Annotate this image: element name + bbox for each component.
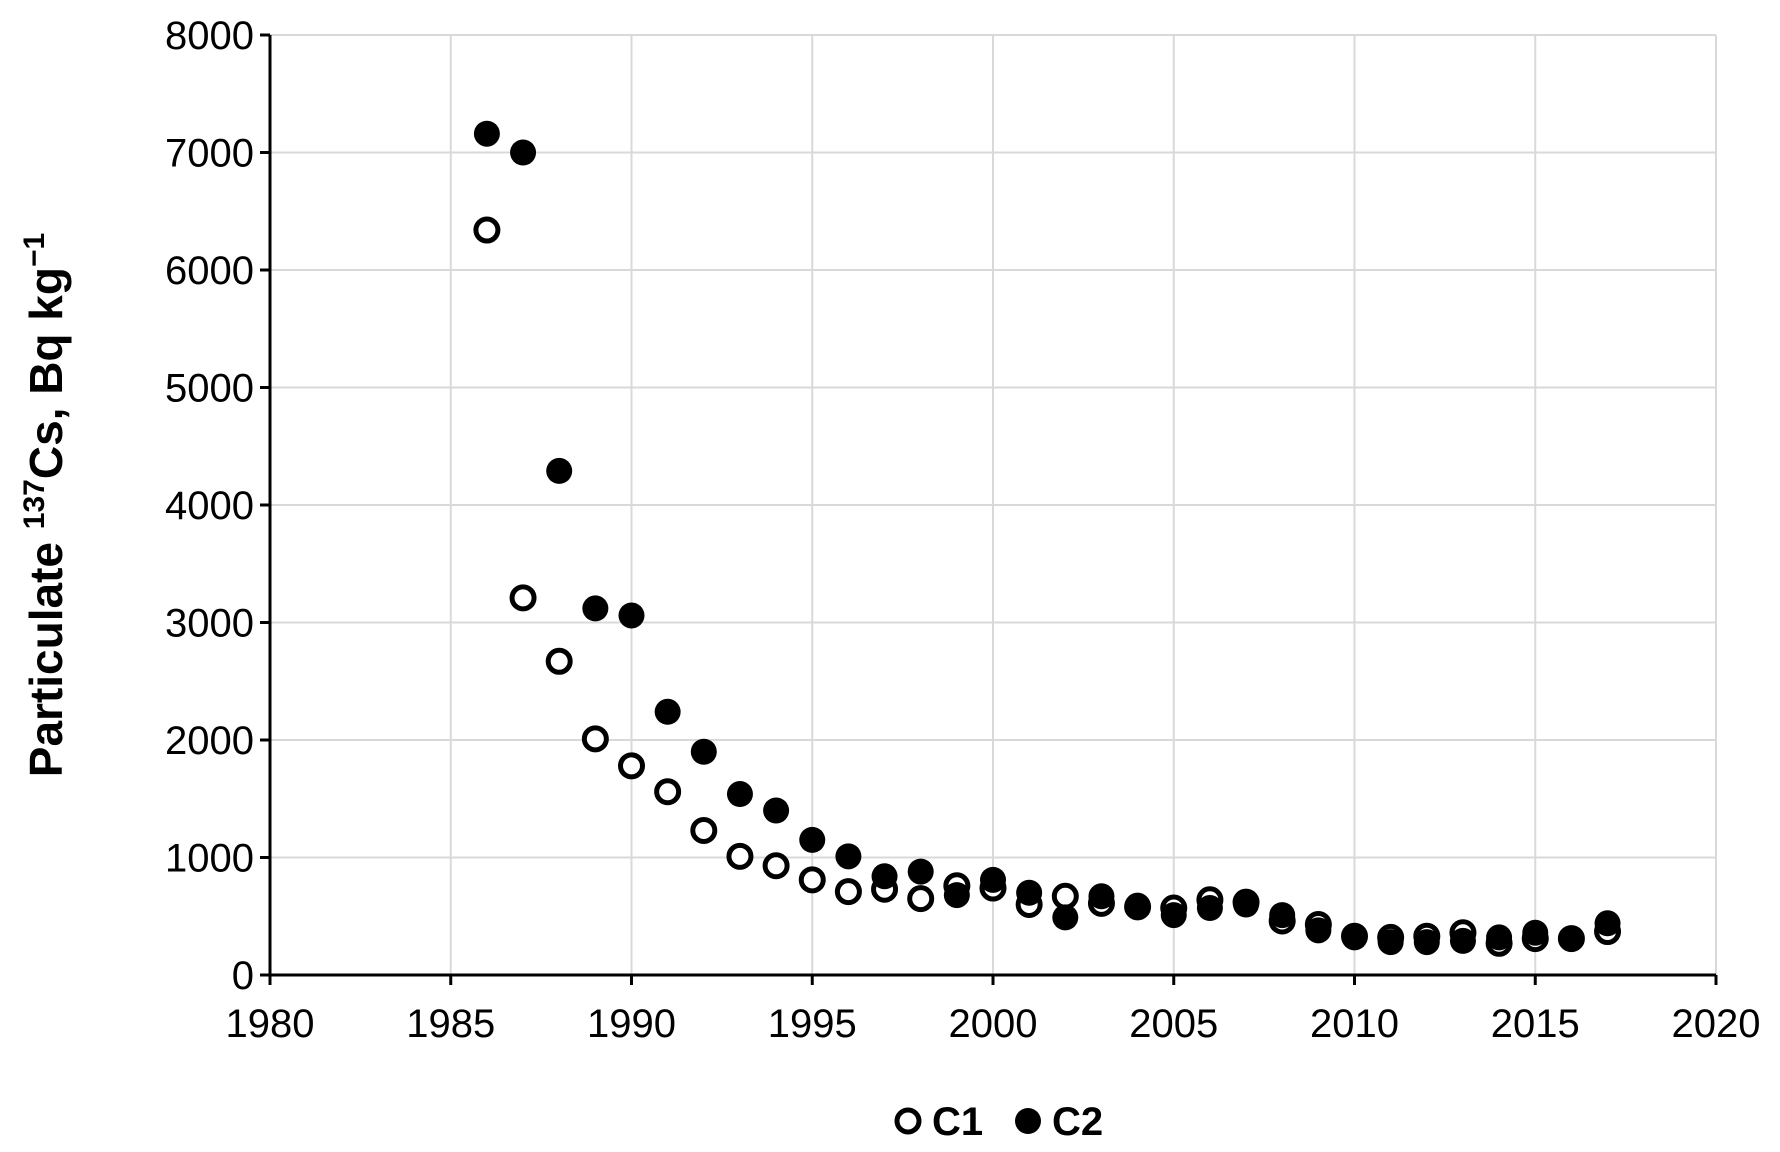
point-c1 bbox=[762, 852, 790, 880]
point-c2 bbox=[799, 826, 826, 853]
point-c1 bbox=[690, 816, 718, 844]
x-tick-label: 2005 bbox=[1129, 1002, 1218, 1046]
point-c2 bbox=[1522, 919, 1549, 946]
point-c2 bbox=[1558, 925, 1585, 952]
gridlines bbox=[270, 34, 1717, 975]
point-c1 bbox=[798, 866, 826, 894]
y-tick-label: 7000 bbox=[165, 132, 254, 176]
legend-c2-label: C2 bbox=[1052, 1100, 1103, 1144]
y-axis-label-main: Cs, Bq kg bbox=[20, 267, 72, 479]
point-c2 bbox=[1377, 929, 1404, 956]
x-tick-labels: 1980 1985 1990 1995 2000 2005 2010 2015 2020 bbox=[226, 975, 1761, 1046]
y-tick-label: 5000 bbox=[165, 367, 254, 411]
legend-c2-marker bbox=[1015, 1108, 1041, 1134]
x-tick-label: 1990 bbox=[587, 1002, 676, 1046]
point-c2 bbox=[1233, 891, 1260, 918]
point-c2 bbox=[1594, 910, 1621, 937]
point-c1 bbox=[545, 647, 573, 675]
y-tick-label: 0 bbox=[232, 954, 254, 998]
y-axis-label-superscript-end: −1 bbox=[18, 233, 51, 267]
point-c2 bbox=[1449, 927, 1476, 954]
point-c1 bbox=[726, 842, 754, 870]
data-points bbox=[473, 120, 1622, 957]
point-c2 bbox=[1341, 924, 1368, 951]
point-c2 bbox=[654, 698, 681, 725]
point-c2 bbox=[510, 139, 537, 166]
y-tick-label: 6000 bbox=[165, 249, 254, 293]
x-tick-label: 1985 bbox=[406, 1002, 495, 1046]
point-c2 bbox=[1160, 902, 1187, 929]
point-c1 bbox=[654, 778, 682, 806]
point-c2 bbox=[618, 602, 645, 629]
point-c2 bbox=[763, 797, 790, 824]
point-c2 bbox=[1124, 892, 1151, 919]
point-c1 bbox=[1051, 882, 1079, 910]
x-tick-label: 2015 bbox=[1491, 1002, 1580, 1046]
point-c2 bbox=[1305, 917, 1332, 944]
y-tick-label: 1000 bbox=[165, 837, 254, 881]
point-c2 bbox=[943, 882, 970, 909]
point-c2 bbox=[1486, 924, 1513, 951]
point-c1 bbox=[581, 725, 609, 753]
point-c1 bbox=[509, 584, 537, 612]
point-c2 bbox=[1269, 902, 1296, 929]
point-c2 bbox=[546, 457, 573, 484]
legend-c1-label: C1 bbox=[932, 1100, 983, 1144]
y-tick-label: 8000 bbox=[165, 14, 254, 58]
point-c2 bbox=[1016, 879, 1043, 906]
y-tick-label: 2000 bbox=[165, 719, 254, 763]
point-c2 bbox=[1052, 904, 1079, 931]
point-c1 bbox=[473, 216, 501, 244]
point-c2 bbox=[1413, 929, 1440, 956]
point-c2 bbox=[1196, 895, 1223, 922]
x-tick-label: 2020 bbox=[1672, 1002, 1761, 1046]
point-c1 bbox=[907, 885, 935, 913]
x-tick-label: 1995 bbox=[768, 1002, 857, 1046]
point-c2 bbox=[582, 595, 609, 622]
y-tick-label: 3000 bbox=[165, 602, 254, 646]
point-c2 bbox=[871, 863, 898, 890]
point-c2 bbox=[726, 781, 753, 808]
point-c2 bbox=[1088, 883, 1115, 910]
point-c1 bbox=[618, 752, 645, 780]
y-axis-label-superscript: 137 bbox=[18, 479, 51, 529]
x-tick-label: 1980 bbox=[226, 1002, 315, 1046]
legend: C1 C2 bbox=[894, 1100, 1103, 1144]
y-axis-label: Particulate 137Cs, Bq kg−1 bbox=[18, 233, 72, 777]
y-axis-label-prefix: Particulate bbox=[20, 529, 72, 777]
point-c2 bbox=[473, 120, 500, 147]
point-c2 bbox=[980, 866, 1006, 893]
x-tick-label: 2000 bbox=[949, 1002, 1038, 1046]
point-c1 bbox=[834, 878, 862, 906]
y-tick-label: 4000 bbox=[165, 484, 254, 528]
legend-c1-marker bbox=[894, 1107, 922, 1135]
point-c2 bbox=[907, 858, 934, 885]
y-tick-labels: 0 1000 2000 3000 4000 5000 6000 7000 8000 bbox=[165, 14, 270, 998]
x-tick-label: 2010 bbox=[1310, 1002, 1399, 1046]
point-c2 bbox=[835, 843, 862, 870]
point-c2 bbox=[690, 738, 717, 765]
